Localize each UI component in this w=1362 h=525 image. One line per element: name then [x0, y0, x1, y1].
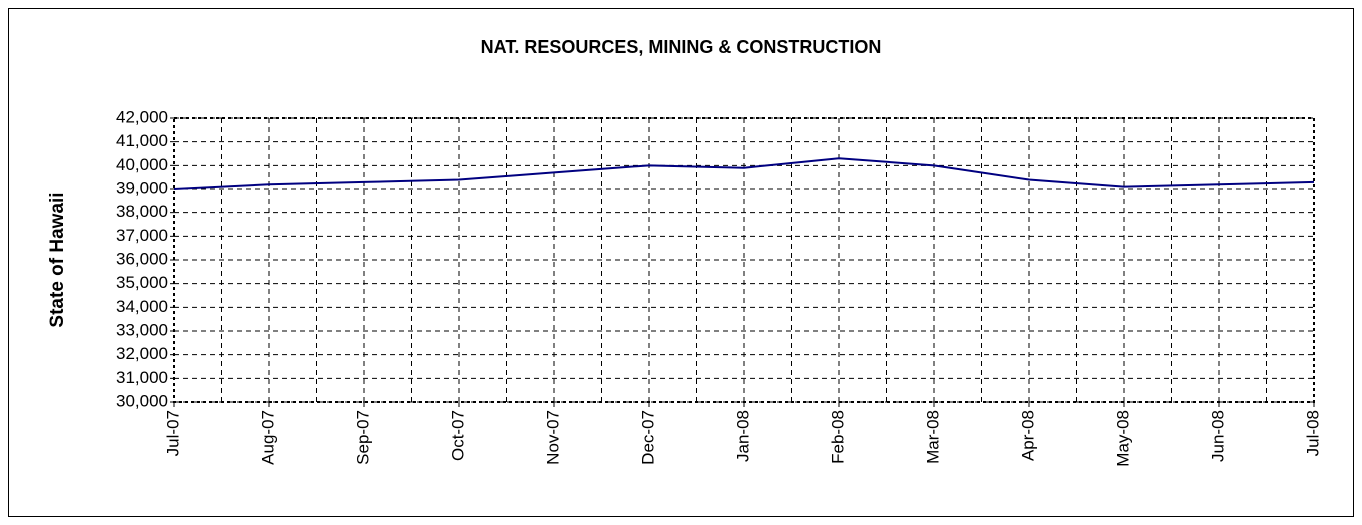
y-tick-label: 35,000: [116, 273, 168, 292]
x-tick-label: May-08: [1113, 410, 1132, 467]
x-tick-label: Nov-07: [543, 410, 562, 465]
y-tick-label: 39,000: [116, 178, 168, 197]
series-line: [173, 157, 1315, 190]
y-tick-label: 31,000: [116, 368, 168, 387]
chart-frame: [8, 8, 1354, 517]
x-tick-label: Dec-07: [638, 410, 657, 465]
x-tick-label: Jul-08: [1303, 410, 1322, 456]
y-tick-label: 32,000: [116, 344, 168, 363]
x-tick-label: Jun-08: [1208, 410, 1227, 462]
x-tick-label: Jan-08: [733, 410, 752, 462]
chart-title: NAT. RESOURCES, MINING & CONSTRUCTION: [481, 37, 882, 57]
x-tick-label: Oct-07: [448, 410, 467, 461]
y-tick-label: 30,000: [116, 391, 168, 410]
y-tick-label: 34,000: [116, 297, 168, 316]
y-tick-label: 40,000: [116, 155, 168, 174]
y-tick-label: 37,000: [116, 226, 168, 245]
x-tick-label: Sep-07: [353, 410, 372, 465]
y-tick-label: 38,000: [116, 202, 168, 221]
x-tick-label: Mar-08: [923, 410, 942, 464]
x-tick-label: Feb-08: [828, 410, 847, 464]
y-tick-label: 33,000: [116, 320, 168, 339]
y-axis-label: State of Hawaii: [47, 192, 68, 327]
x-tick-label: Jul-07: [163, 410, 182, 456]
y-tick-label: 42,000: [116, 107, 168, 126]
y-tick-label: 36,000: [116, 249, 168, 268]
x-tick-label: Aug-07: [258, 410, 277, 465]
y-tick-label: 41,000: [116, 131, 168, 150]
x-tick-label: Apr-08: [1018, 410, 1037, 461]
